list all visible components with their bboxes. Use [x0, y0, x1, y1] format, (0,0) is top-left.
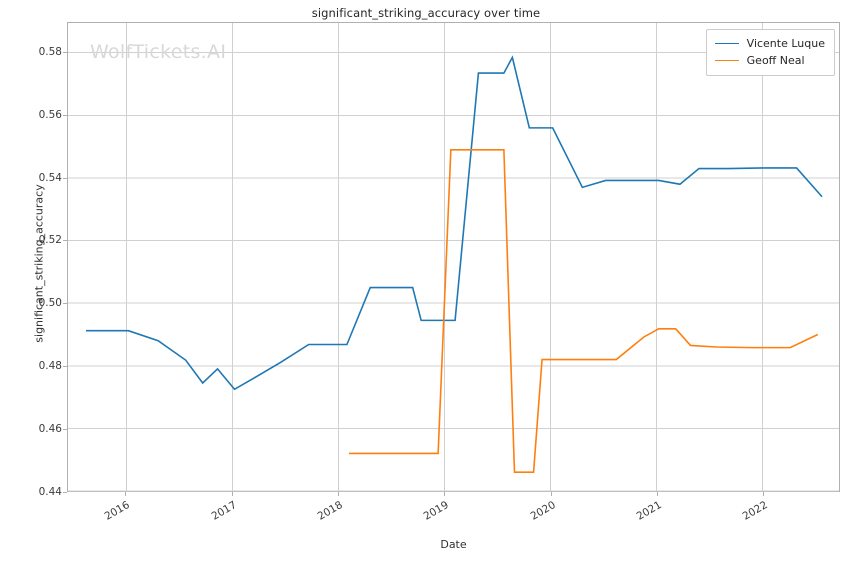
x-tick-mark	[125, 492, 127, 496]
series-line-1	[86, 55, 823, 391]
y-tick-mark	[63, 366, 67, 368]
x-tick-mark	[231, 492, 233, 496]
y-tick-label: 0.52	[38, 234, 62, 247]
x-tick-mark	[763, 492, 765, 496]
y-tick-label: 0.50	[38, 297, 62, 310]
series-lines	[86, 55, 823, 474]
x-tick-mark	[550, 492, 552, 496]
x-tick-label: 2022	[741, 499, 771, 523]
legend-label: Geoff Neal	[746, 54, 805, 67]
x-tick-label: 2021	[634, 499, 664, 523]
x-tick-mark	[338, 492, 340, 496]
plot-area: WolfTickets.AI	[67, 22, 840, 492]
x-tick-label: 2020	[528, 499, 558, 523]
legend-label: Vicente Luque	[746, 37, 825, 50]
y-tick-label: 0.46	[38, 423, 62, 436]
y-tick-mark	[63, 303, 67, 305]
y-tick-label: 0.44	[38, 486, 62, 498]
y-tick-label: 0.56	[38, 108, 62, 121]
y-tick-mark	[63, 492, 67, 493]
series-line-2	[349, 148, 819, 474]
x-tick-mark	[657, 492, 659, 496]
legend-item-1[interactable]: Vicente Luque	[714, 35, 825, 52]
chart-legend[interactable]: Vicente Luque Geoff Neal	[705, 29, 835, 76]
y-tick-mark	[63, 177, 67, 179]
y-tick-mark	[63, 429, 67, 431]
x-tick-label: 2019	[422, 499, 452, 523]
y-tick-label: 0.54	[38, 171, 62, 184]
y-tick-mark	[63, 240, 67, 242]
x-tick-mark	[444, 492, 446, 496]
legend-swatch-2	[714, 60, 739, 61]
y-tick-mark	[63, 51, 67, 53]
x-tick-label: 2017	[209, 499, 239, 523]
y-tick-mark	[63, 114, 67, 116]
chart-title: significant_striking_accuracy over time	[311, 6, 541, 20]
x-axis-ticks: 2016 2017 2018 2019 2020 2021 2022	[67, 492, 840, 542]
y-axis-label: significant_striking_accuracy	[32, 184, 46, 343]
y-axis-ticks: 0.44 0.46 0.48 0.50 0.52 0.54 0.56 0.58	[0, 22, 67, 498]
legend-swatch-1	[714, 43, 739, 44]
legend-item-2[interactable]: Geoff Neal	[714, 52, 825, 69]
grid-lines	[68, 23, 839, 492]
x-axis-label: Date	[440, 538, 467, 551]
y-tick-label: 0.58	[38, 45, 62, 58]
y-tick-label: 0.48	[38, 360, 62, 373]
x-tick-label: 2018	[315, 499, 345, 523]
x-tick-label: 2016	[103, 499, 133, 523]
